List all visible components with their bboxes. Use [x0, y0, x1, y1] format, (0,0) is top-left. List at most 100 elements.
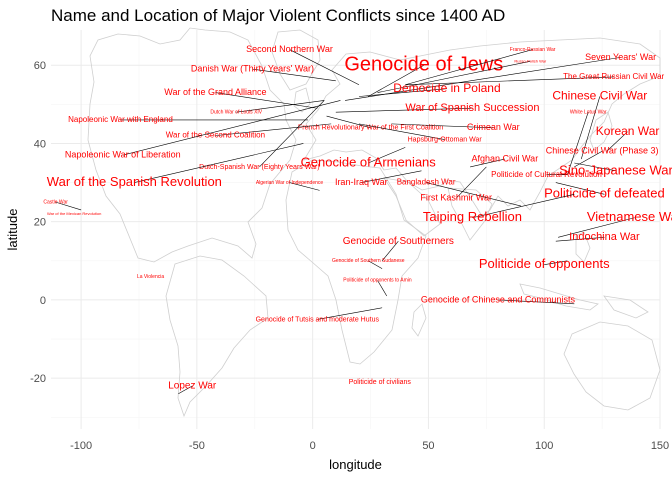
leader-line [236, 100, 325, 113]
leader-line [178, 385, 193, 395]
leader-line [358, 123, 445, 140]
conflict-label: Russo-Polish War [514, 58, 547, 63]
land-indonesia [519, 283, 599, 311]
conflict-label: Democide in Poland [393, 81, 500, 95]
conflict-label: Genocide of Southern Sudanese [332, 258, 405, 264]
conflict-label: Politicide of civilians [349, 379, 412, 386]
land-philippines [575, 231, 591, 263]
conflict-label: Politicide of defeated [544, 186, 665, 201]
leader-line [426, 182, 522, 207]
leader-line [326, 115, 371, 129]
leader-line [335, 107, 473, 113]
conflict-label: Genocide of Southerners [343, 236, 454, 247]
leader-line [558, 217, 635, 238]
land-britain [293, 87, 311, 113]
leader-line [472, 194, 575, 219]
x-tick-label: 150 [651, 440, 669, 452]
leader-line [391, 123, 494, 129]
conflict-label: Crimean War [467, 122, 520, 132]
land-greenland [271, 29, 321, 91]
land-japan [589, 111, 613, 151]
y-tick-label: 40 [34, 138, 46, 150]
land-north-america [87, 27, 297, 263]
x-tick-label: -50 [189, 440, 205, 452]
conflict-label: White Lotus War [570, 109, 607, 115]
conflict-label: Politicide of opponents to Amin [343, 278, 412, 284]
conflict-label: Politicide of opponents [479, 256, 610, 271]
conflict-label: Iran-Iraq War [335, 177, 388, 187]
conflict-label: Napoleonic War with England [68, 115, 173, 124]
leader-line [259, 100, 325, 168]
x-tick-label: 50 [422, 440, 434, 452]
leader-line [358, 88, 447, 97]
conflict-label: La Violencia [137, 274, 164, 280]
conflict-label: Franco-Russian War [510, 47, 556, 53]
y-axis-title: latitude [5, 209, 20, 251]
conflict-label: First Kashmir War [420, 193, 492, 203]
leader-line [574, 151, 603, 168]
x-tick-label: 100 [535, 440, 553, 452]
leader-line [606, 131, 628, 152]
x-axis-title: longitude [329, 457, 382, 472]
land-africa [285, 159, 427, 365]
land-south-america [165, 255, 269, 418]
leader-line [345, 57, 621, 101]
leader-line [381, 241, 399, 261]
conflict-label: Second Northern War [246, 44, 333, 54]
leader-line [368, 64, 424, 97]
conflict-label: Hapsburg-Ottoman War [408, 136, 483, 143]
leader-line [215, 92, 318, 109]
land-new-guinea [603, 295, 649, 319]
conflict-label: War of the Spanish Revolution [47, 174, 222, 189]
conflict-label: Genocide of Armenians [301, 154, 437, 169]
conflict-label: Afghan Civil War [472, 153, 539, 163]
leader-line [289, 182, 320, 191]
leader-line [567, 112, 589, 175]
conflict-label: War of the Second Coalition [166, 131, 265, 140]
conflict-label: Politicide of Cultural Revolution [491, 170, 602, 179]
conflict-label: Chinese Civil War (Phase 3) [546, 146, 659, 156]
leader-line [368, 260, 383, 269]
conflict-label: Bangladesh War [397, 178, 456, 187]
y-tick-label: -20 [30, 373, 46, 385]
y-tick-label: 20 [34, 217, 46, 229]
conflict-label: Chinese Civil War [552, 89, 647, 103]
conflict-label: Genocide of Chinese and Communists [421, 294, 576, 304]
conflict-label: Sino-Japanese War [559, 162, 672, 177]
conflict-label: Korean War [596, 124, 660, 138]
axes: -100 -50 0 50 100 150 -20 0 20 40 60 longitude latit… [5, 60, 669, 472]
leader-line [252, 68, 336, 82]
world-map-outline [87, 27, 661, 418]
chart-title: Name and Location of Major Violent Confl… [51, 6, 506, 25]
conflict-label: Seven Years' War [585, 52, 656, 62]
leader-line [544, 260, 568, 266]
land-australia [563, 321, 661, 411]
leader-line [405, 76, 614, 86]
leader-line [405, 49, 533, 86]
conflict-labels: Genocide of Jews Second Northern War Danis… [43, 44, 672, 395]
leader-line [55, 201, 82, 211]
conflict-label: Dutch War of Louis XIV [210, 109, 262, 115]
leader-line [555, 237, 605, 242]
grid-lines [51, 30, 661, 429]
conflict-label: Castle War [43, 199, 68, 205]
conflict-label: Danish War (Thirty Years' War) [191, 63, 314, 73]
leader-line [289, 49, 360, 86]
leader-line [122, 100, 341, 156]
conflict-label: Indochina War [569, 231, 640, 243]
leader-line [497, 299, 575, 305]
x-tick-label: -100 [70, 440, 92, 452]
conflict-label: War of the Grand Alliance [164, 87, 266, 97]
leader-line [470, 158, 505, 168]
leader-line [361, 170, 422, 183]
conflict-label: War of the Mexican Revolution [47, 211, 101, 216]
conflict-label: Lopez War [168, 381, 217, 392]
x-tick-label: 0 [310, 440, 316, 452]
conflict-label: Genocide of Tutsis and moderate Hutus [256, 316, 380, 323]
leader-line [134, 143, 304, 183]
leader-line [377, 61, 531, 93]
conflict-label: Napoleonic War of Liberation [65, 150, 181, 160]
conflict-label: War of Spanish Succession [405, 102, 539, 114]
conflict-label: Dutch-Spanish War (Eighty Years War) [199, 164, 319, 171]
